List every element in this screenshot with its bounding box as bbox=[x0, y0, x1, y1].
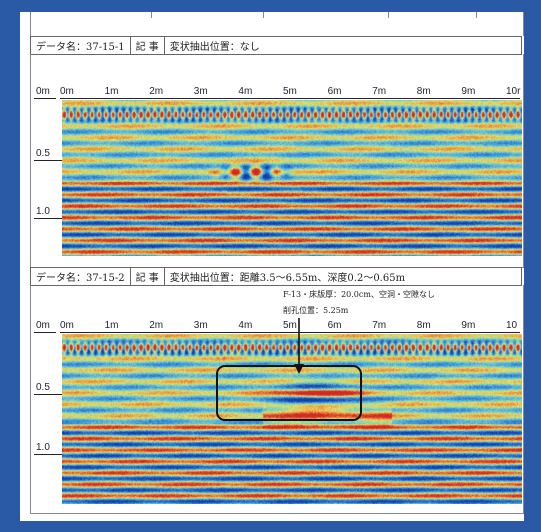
panel2-depth-0: 0m bbox=[36, 320, 50, 331]
panel2-remark: 変状抽出位置：距離3.5～6.55m、深度0.2～0.65m bbox=[169, 273, 406, 284]
frame-tick bbox=[151, 12, 152, 18]
distance-tick-label: 5m bbox=[283, 320, 297, 331]
distance-tick-label: 1m bbox=[104, 86, 119, 97]
panel2-data-name: データ名：37-15-2 bbox=[31, 268, 131, 285]
distance-tick-label: 10r bbox=[506, 86, 521, 97]
panel1-kiji-label: 記 事 bbox=[131, 37, 165, 54]
frame-tick bbox=[263, 12, 264, 18]
panel2-depth-10-line bbox=[34, 454, 62, 455]
distance-tick-label: 0m bbox=[60, 86, 74, 97]
panel1-header: データ名：37-15-1 記 事 変状抽出位置：なし bbox=[30, 36, 522, 55]
distance-tick-label: 8m bbox=[416, 86, 431, 97]
panel1-depth-05: 0.5 bbox=[36, 148, 50, 159]
frame-tick bbox=[476, 12, 477, 18]
distance-tick-label: 3m bbox=[193, 86, 208, 97]
distance-tick-label: 4m bbox=[238, 86, 253, 97]
distance-tick-label: 2m bbox=[149, 320, 164, 331]
panel1-data-name: データ名：37-15-1 bbox=[31, 37, 131, 54]
panel2-annotation-drill: 削孔位置：5.25m bbox=[283, 306, 349, 315]
panel1-depth-0: 0m bbox=[36, 86, 50, 97]
panel1-depth-0-line bbox=[34, 98, 56, 99]
distance-tick-label: 2m bbox=[149, 86, 164, 97]
panel1-scale-line bbox=[60, 98, 520, 99]
panel2-depth-05: 0.5 bbox=[36, 382, 50, 393]
distance-tick-label: 9m bbox=[461, 86, 476, 97]
distance-tick-label: 3m bbox=[193, 320, 208, 331]
panel2-annotation-slab: F-13・床版厚：20.0cm、空洞・空隙なし bbox=[283, 290, 435, 299]
top-frame bbox=[30, 12, 524, 36]
distance-tick-label: 5m bbox=[283, 86, 297, 97]
panel1-radargram bbox=[62, 100, 522, 256]
panel2-depth-05-line bbox=[34, 394, 62, 395]
panel2-radargram bbox=[62, 334, 522, 504]
frame-tick bbox=[388, 12, 389, 18]
panel2-header: データ名：37-15-2 記 事 変状抽出位置：距離3.5～6.55m、深度0.… bbox=[30, 267, 522, 286]
panel1-depth-05-line bbox=[34, 160, 62, 161]
panel2-scale-line bbox=[60, 332, 520, 333]
distance-tick-label: 0m bbox=[60, 320, 74, 331]
panel2-depth-0-line bbox=[34, 332, 56, 333]
panel1-depth-10-line bbox=[34, 218, 62, 219]
report-page: データ名：37-15-1 記 事 変状抽出位置：なし 0m 0m 1m 2m 3m 4m… bbox=[20, 12, 524, 521]
distance-tick-label: 6m bbox=[327, 320, 342, 331]
distance-tick-label: 7m bbox=[372, 320, 387, 331]
panel1-remark: 変状抽出位置：なし bbox=[169, 42, 260, 53]
panel2-depth-10: 1.0 bbox=[36, 442, 50, 453]
panel2-kiji-label: 記 事 bbox=[131, 268, 165, 285]
distance-tick-label: 9m bbox=[461, 320, 476, 331]
distance-tick-label: 1m bbox=[104, 320, 119, 331]
distance-tick-label: 10 bbox=[506, 320, 518, 331]
distance-tick-label: 4m bbox=[238, 320, 253, 331]
distance-tick-label: 7m bbox=[372, 86, 387, 97]
panel2-frame bbox=[30, 285, 524, 514]
panel1-depth-10: 1.0 bbox=[36, 206, 50, 217]
distance-tick-label: 8m bbox=[416, 320, 431, 331]
distance-tick-label: 6m bbox=[327, 86, 342, 97]
